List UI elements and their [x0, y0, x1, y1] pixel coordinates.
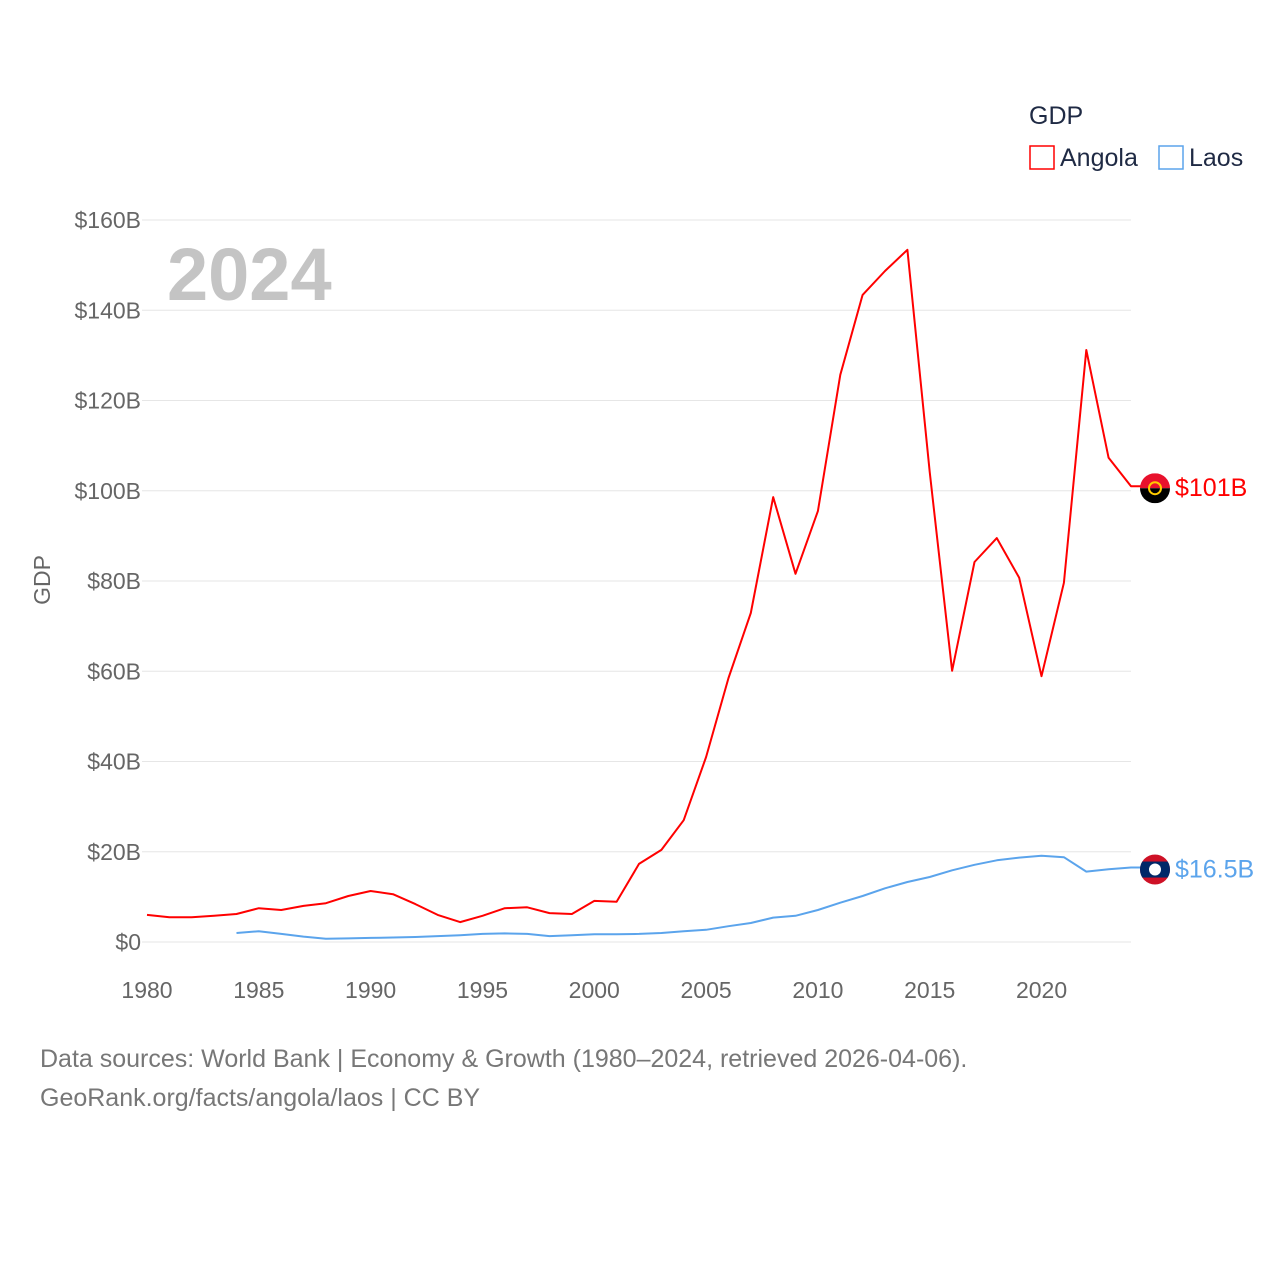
y-tick-label: $120B [74, 388, 141, 414]
source-url[interactable]: GeoRank.org/facts/angola/laos | CC BY [40, 1084, 481, 1112]
legend-label-angola[interactable]: Angola [1060, 144, 1138, 172]
x-tick-label: 1990 [345, 977, 396, 1003]
y-axis-label: GDP [29, 555, 55, 605]
y-tick-label: $80B [87, 568, 141, 594]
year-watermark: 2024 [167, 233, 332, 316]
end-value-label-laos: $16.5B [1175, 856, 1254, 884]
x-tick-label: 1985 [233, 977, 284, 1003]
source-note: Data sources: World Bank | Economy & Gro… [40, 1045, 968, 1073]
x-tick-label: 1995 [457, 977, 508, 1003]
y-tick-label: $140B [74, 297, 141, 323]
x-tick-label: 2010 [792, 977, 843, 1003]
x-tick-label: 2005 [681, 977, 732, 1003]
laos-flag-icon [1140, 854, 1170, 885]
x-tick-label: 2015 [904, 977, 955, 1003]
end-value-label-angola: $101B [1175, 474, 1247, 502]
angola-flag-icon [1140, 473, 1170, 504]
legend-swatch-laos [1158, 145, 1184, 170]
y-tick-label: $20B [87, 839, 141, 865]
x-tick-label: 2000 [569, 977, 620, 1003]
series-line-angola[interactable] [146, 248, 1155, 924]
y-tick-label: $60B [87, 658, 141, 684]
series-line-laos[interactable] [236, 854, 1156, 940]
legend-swatch-angola [1029, 145, 1055, 170]
x-tick-label: 2020 [1016, 977, 1067, 1003]
y-tick-label: $0 [115, 929, 141, 955]
x-tick-label: 1980 [121, 977, 172, 1003]
y-tick-label: $100B [74, 478, 141, 504]
y-tick-label: $160B [74, 207, 141, 233]
legend-label-laos[interactable]: Laos [1189, 144, 1243, 172]
y-tick-label: $40B [87, 749, 141, 775]
legend: GDP Angola Laos [1029, 102, 1243, 172]
legend-title: GDP [1029, 102, 1083, 130]
